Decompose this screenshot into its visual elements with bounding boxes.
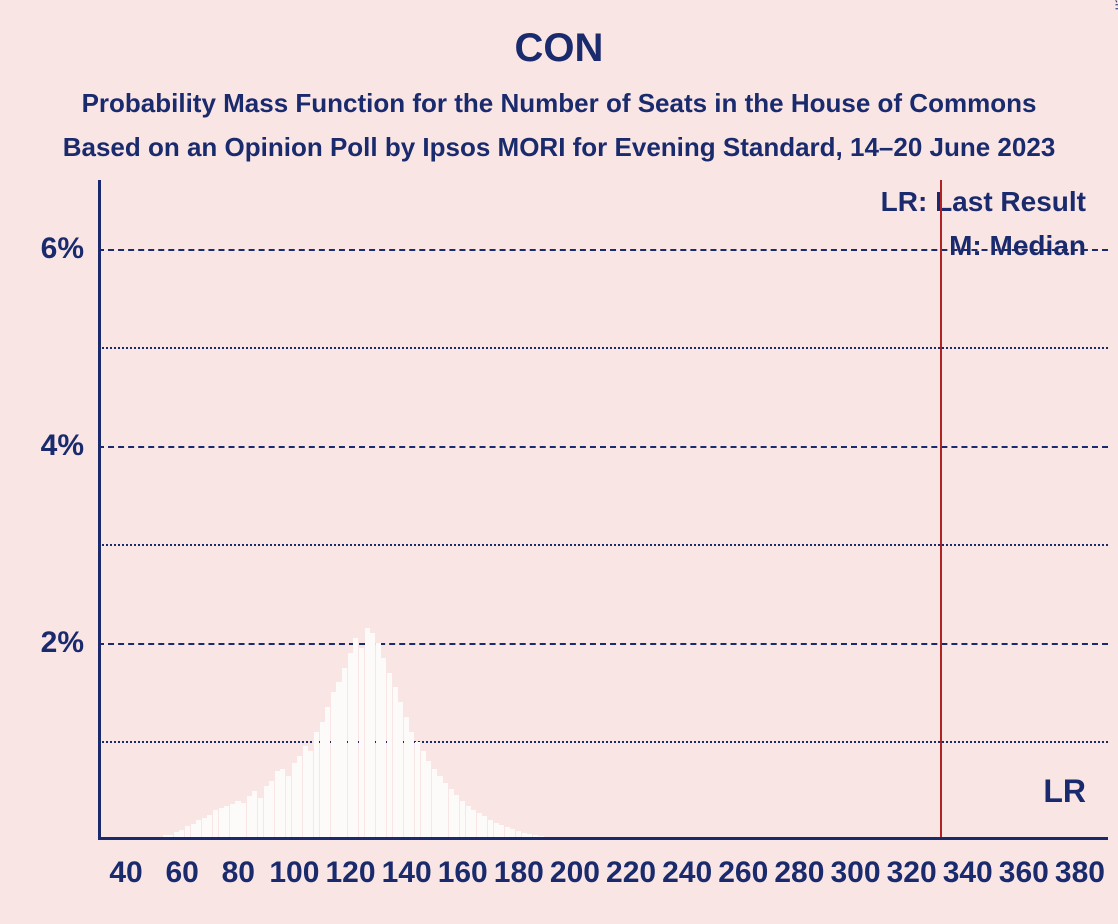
pmf-bar: [314, 732, 319, 840]
x-tick-label: 60: [165, 840, 198, 890]
pmf-bar: [376, 643, 381, 840]
x-tick-label: 320: [887, 840, 937, 890]
x-tick-label: 280: [774, 840, 824, 890]
pmf-bar: [387, 673, 392, 840]
pmf-bar: [297, 756, 302, 840]
x-tick-label: 200: [550, 840, 600, 890]
pmf-bar: [437, 776, 442, 840]
pmf-bar: [292, 763, 297, 840]
grid-minor: [98, 347, 1108, 349]
x-tick-label: 380: [1055, 840, 1105, 890]
pmf-bar: [443, 783, 448, 840]
pmf-bar: [235, 801, 240, 840]
pmf-bar: [286, 776, 291, 840]
grid-minor: [98, 741, 1108, 743]
x-tick-label: 180: [494, 840, 544, 890]
pmf-bar: [421, 751, 426, 840]
y-tick-label: 6%: [41, 232, 98, 266]
pmf-bar: [213, 810, 218, 840]
pmf-bar: [308, 751, 313, 840]
chart-subtitle-1: Probability Mass Function for the Number…: [0, 88, 1118, 119]
pmf-bar: [224, 806, 229, 840]
pmf-bar: [264, 786, 269, 840]
pmf-bar: [477, 813, 482, 840]
pmf-bar: [409, 732, 414, 840]
pmf-bar: [449, 789, 454, 840]
pmf-bar: [404, 717, 409, 840]
pmf-bar: [303, 746, 308, 840]
pmf-bar: [471, 810, 476, 840]
pmf-bar: [426, 761, 431, 840]
legend-median: M: Median: [949, 230, 1086, 262]
pmf-bar: [280, 769, 285, 840]
x-tick-label: 140: [382, 840, 432, 890]
x-tick-label: 220: [606, 840, 656, 890]
chart-title: CON: [0, 26, 1118, 71]
last-result-label: LR: [1043, 773, 1086, 810]
pmf-bar: [252, 791, 257, 840]
x-tick-label: 340: [943, 840, 993, 890]
pmf-bar: [370, 633, 375, 840]
x-tick-label: 360: [999, 840, 1049, 890]
pmf-bar: [275, 771, 280, 840]
pmf-bar: [432, 769, 437, 840]
x-tick-label: 80: [222, 840, 255, 890]
pmf-bar: [230, 804, 235, 840]
plot-area: LR: Last Result M: Median 2%4%6%LR406080…: [98, 180, 1108, 840]
pmf-bar: [460, 801, 465, 840]
pmf-bar: [454, 795, 459, 840]
pmf-bar: [325, 707, 330, 840]
pmf-bar: [348, 653, 353, 840]
x-tick-label: 40: [109, 840, 142, 890]
last-result-line: [940, 180, 942, 840]
pmf-bar: [241, 803, 246, 840]
pmf-bar: [381, 658, 386, 840]
copyright-text: © 2023 Filip van Laenen: [1112, 0, 1118, 10]
y-axis: [98, 180, 101, 840]
pmf-bar: [269, 781, 274, 840]
y-tick-label: 2%: [41, 626, 98, 660]
pmf-bar: [353, 638, 358, 840]
pmf-bar: [365, 628, 370, 840]
pmf-bar: [247, 796, 252, 840]
pmf-bar: [415, 742, 420, 841]
x-tick-label: 120: [325, 840, 375, 890]
grid-major: [98, 643, 1108, 645]
pmf-bar: [258, 798, 263, 840]
pmf-bar: [398, 702, 403, 840]
x-tick-label: 100: [269, 840, 319, 890]
grid-major: [98, 249, 1108, 251]
grid-minor: [98, 544, 1108, 546]
pmf-bar: [219, 808, 224, 841]
legend-last-result: LR: Last Result: [881, 186, 1086, 218]
pmf-bar: [393, 687, 398, 840]
chart-subtitle-2: Based on an Opinion Poll by Ipsos MORI f…: [0, 132, 1118, 163]
pmf-bar: [336, 682, 341, 840]
pmf-bar: [466, 806, 471, 840]
pmf-bar: [320, 722, 325, 840]
grid-major: [98, 446, 1108, 448]
pmf-bar: [359, 648, 364, 840]
x-tick-label: 300: [830, 840, 880, 890]
y-tick-label: 4%: [41, 429, 98, 463]
x-tick-label: 240: [662, 840, 712, 890]
pmf-bar: [342, 668, 347, 840]
pmf-bar: [331, 692, 336, 840]
x-tick-label: 160: [438, 840, 488, 890]
x-tick-label: 260: [718, 840, 768, 890]
